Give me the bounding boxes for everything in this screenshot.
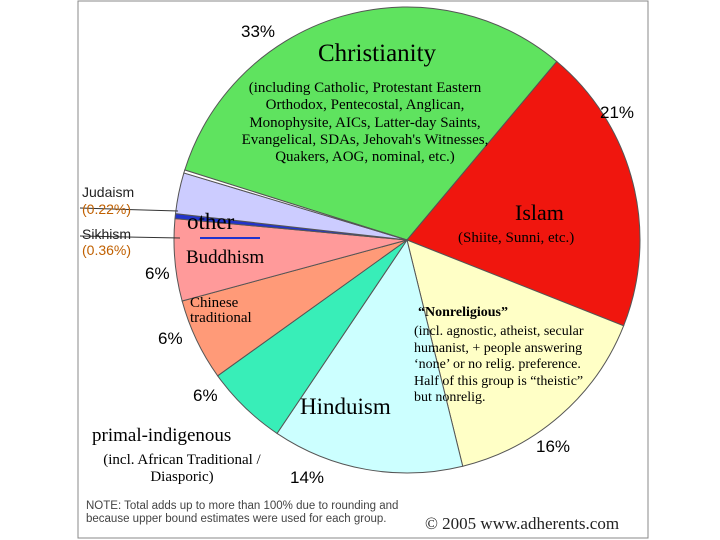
description: (including Catholic, Protestant Eastern … — [241, 80, 489, 165]
copyright: © 2005 www.adherents.com — [425, 514, 620, 533]
pie-slice — [183, 169, 408, 241]
value-label: (0.22%) — [82, 201, 132, 217]
category-label: Islam — [515, 200, 564, 225]
value-label: (0.36%) — [82, 242, 132, 258]
category-label: Sikhism — [82, 226, 132, 242]
value-label: 33% — [241, 22, 276, 41]
frame — [77, 0, 649, 539]
category-label: Chinese traditional — [190, 295, 252, 326]
value-label: 16% — [536, 437, 571, 456]
description: (Shiite, Sunni, etc.) — [458, 230, 575, 246]
value-label: 21% — [600, 103, 635, 122]
leader-line — [79, 235, 181, 239]
pie-slice — [276, 238, 464, 474]
category-label: Hinduism — [300, 394, 391, 419]
pie-slice — [406, 239, 625, 467]
value-label: 14% — [290, 468, 325, 487]
value-label: 6% — [158, 329, 183, 348]
leader-line — [79, 207, 179, 212]
category-label: primal-indigenous — [92, 425, 232, 446]
category-label: Christianity — [318, 40, 437, 67]
description: (incl. African Traditional / Diasporic) — [103, 452, 261, 486]
category-label: Buddhism — [186, 247, 265, 268]
pie-slice — [184, 6, 558, 241]
description: (incl. agnostic, atheist, secular humani… — [414, 324, 584, 406]
pie-slice — [406, 60, 641, 327]
category-label: other — [187, 209, 235, 234]
value-label: 6% — [145, 264, 170, 283]
category-label: Judaism — [82, 184, 135, 200]
value-label: 6% — [193, 386, 218, 405]
note: NOTE: Total adds up to more than 100% du… — [86, 500, 399, 526]
category-label: “Nonreligious” — [418, 305, 508, 320]
